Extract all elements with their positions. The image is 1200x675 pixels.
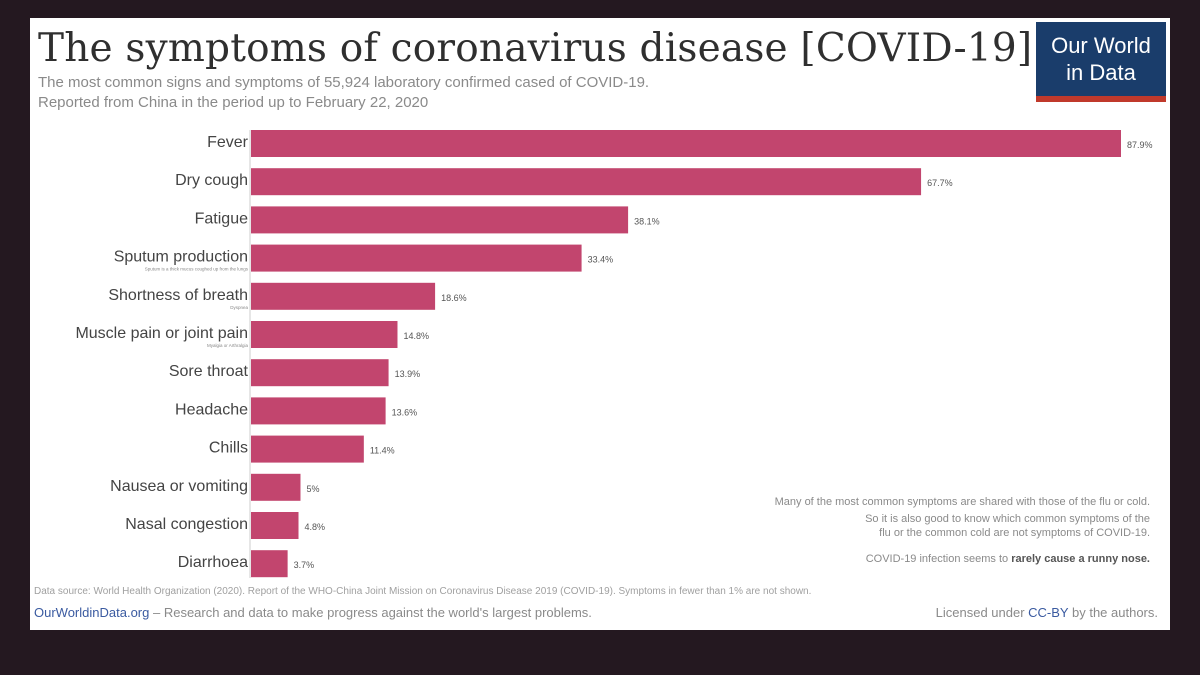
bar-diarrhoea[interactable] [251, 550, 288, 578]
footer-credit: OurWorldinData.org – Research and data t… [34, 605, 592, 620]
note-line1: Many of the most common symptoms are sha… [774, 496, 1150, 508]
bar-sore-throat[interactable] [251, 359, 389, 387]
bar-chills[interactable] [251, 435, 364, 463]
note-line3: flu or the common cold are not symptoms … [879, 527, 1150, 539]
site-link[interactable]: OurWorldinData.org [34, 605, 150, 620]
bar-fever[interactable] [251, 130, 1121, 157]
value-label-sputum-production: 33.4% [588, 255, 614, 265]
note-line4-prefix: COVID-19 infection seems to [865, 553, 1009, 565]
bar-nausea-or-vomiting[interactable] [251, 473, 301, 501]
category-sublabel-sputum-production: Sputum is a thick mucus coughed up from … [145, 267, 249, 272]
value-label-headache: 13.6% [392, 407, 418, 417]
category-sublabel-shortness-of-breath: Dyspnea [230, 305, 248, 310]
value-label-diarrhoea: 3.7% [294, 560, 315, 570]
bar-headache[interactable] [251, 397, 386, 425]
category-label-fever: Fever [207, 134, 249, 151]
note-line4: COVID-19 infection seems to rarely cause… [866, 553, 1150, 565]
bar-nasal-congestion[interactable] [251, 512, 299, 539]
category-label-shortness-of-breath: Shortness of breath [108, 287, 248, 304]
note-line2: So it is also good to know which common … [865, 513, 1150, 525]
note-line4-bold: rarely cause a runny nose. [1011, 553, 1150, 565]
our-world-in-data-logo[interactable]: Our World in Data [1036, 22, 1166, 102]
bar-shortness-of-breath[interactable] [251, 282, 436, 310]
license-text: Licensed under CC-BY by the authors. [936, 605, 1158, 620]
license-prefix: Licensed under [935, 605, 1029, 620]
value-label-nasal-congestion: 4.8% [305, 522, 326, 532]
bar-chart: Fever 87.9% Dry cough 67.7% Fatigue 38.1% Sput… [75, 130, 1153, 578]
category-label-chills: Chills [209, 440, 248, 457]
value-label-fever: 87.9% [1127, 140, 1153, 150]
category-label-diarrhoea: Diarrhoea [178, 554, 248, 571]
chart-subtitle-line1: The most common signs and symptoms of 55… [38, 74, 650, 91]
category-label-nausea-or-vomiting: Nausea or vomiting [110, 478, 248, 495]
footer-tagline: – Research and data to make progress aga… [149, 605, 592, 620]
logo-line1: Our World [1051, 33, 1151, 58]
license-suffix: by the authors. [1068, 605, 1158, 620]
cc-by-link[interactable]: CC-BY [1028, 605, 1069, 620]
chart-title: The symptoms of coronavirus disease [COV… [38, 26, 1033, 71]
value-label-chills: 11.4% [370, 446, 395, 456]
value-label-shortness-of-breath: 18.6% [441, 293, 467, 303]
bar-dry-cough[interactable] [251, 168, 922, 196]
category-label-sputum-production: Sputum production [114, 249, 248, 266]
category-label-sore-throat: Sore throat [169, 363, 249, 380]
category-label-dry-cough: Dry cough [175, 172, 248, 189]
value-label-dry-cough: 67.7% [927, 178, 953, 188]
category-label-nasal-congestion: Nasal congestion [125, 516, 248, 533]
category-label-fatigue: Fatigue [195, 210, 248, 227]
bar-sputum-production[interactable] [251, 244, 582, 272]
chart-card: The symptoms of coronavirus disease [COV… [30, 18, 1170, 630]
category-label-headache: Headache [175, 401, 248, 418]
value-label-sore-throat: 13.9% [395, 369, 421, 379]
value-label-muscle-pain-or-joint-pain: 14.8% [403, 331, 429, 341]
value-label-nausea-or-vomiting: 5% [306, 484, 319, 494]
chart-subtitle-line2: Reported from China in the period up to … [38, 94, 429, 111]
category-label-muscle-pain-or-joint-pain: Muscle pain or joint pain [75, 325, 248, 342]
category-sublabel-muscle-pain-or-joint-pain: Myalgia or Arthralgia [207, 343, 249, 348]
value-label-fatigue: 38.1% [634, 216, 660, 226]
logo-line2: in Data [1066, 60, 1136, 85]
bar-fatigue[interactable] [251, 206, 629, 234]
data-source: Data source: World Health Organization (… [34, 586, 812, 597]
bar-muscle-pain-or-joint-pain[interactable] [251, 321, 398, 348]
